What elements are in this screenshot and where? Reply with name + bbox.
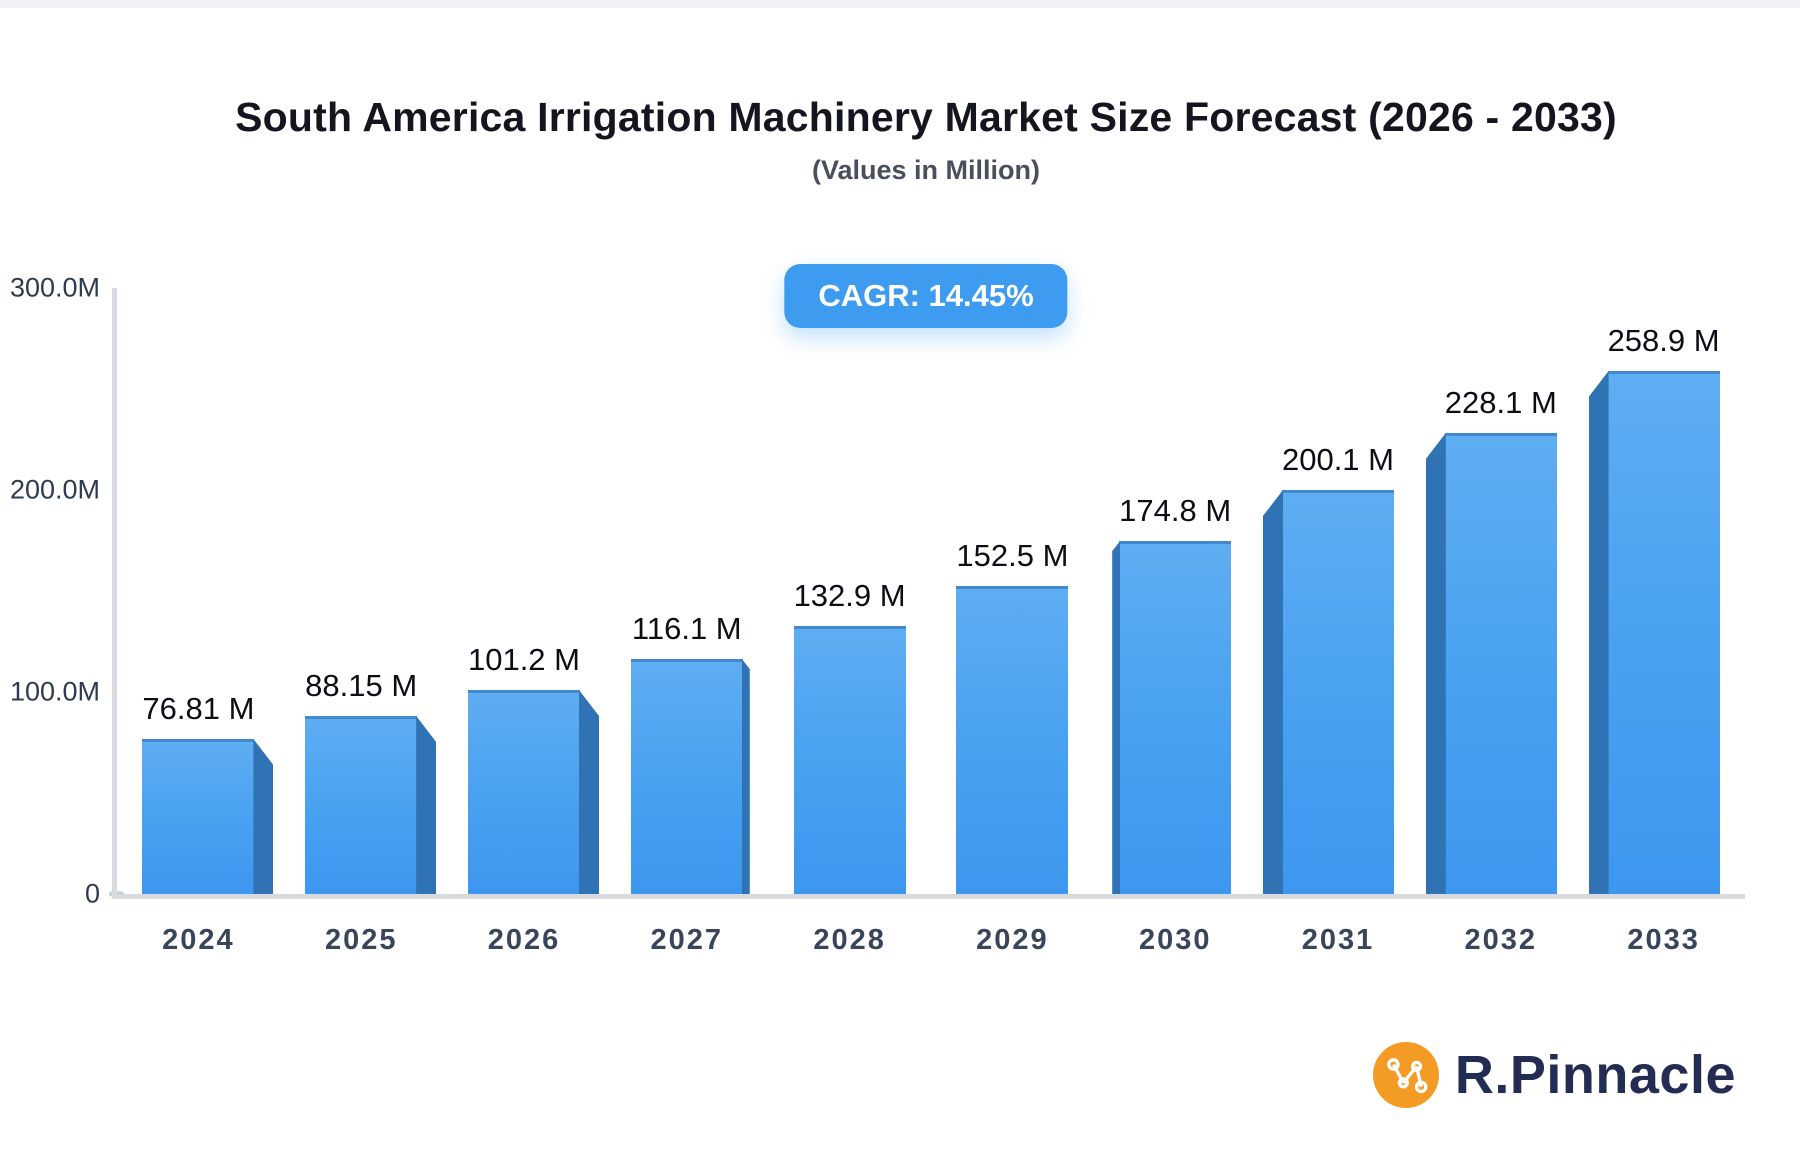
bar-group-2032: 228.1 M: [1419, 288, 1582, 894]
x-axis-label-2031: 2031: [1301, 924, 1375, 956]
brand-logo: R.Pinnacle: [1372, 1042, 1736, 1108]
x-axis-label-2024: 2024: [162, 924, 235, 956]
network-nodes-icon: [1372, 1042, 1439, 1108]
bar-2026: [467, 690, 580, 894]
bar-2029: [956, 586, 1069, 894]
bar-value-label-2032: 228.1 M: [1444, 385, 1557, 420]
y-tick-100.0M: 100.0M: [9, 676, 100, 707]
chart-header: South America Irrigation Machinery Marke…: [112, 94, 1740, 186]
bar-side-face-2030: [1112, 541, 1121, 894]
bar-group-2029: 152.5 M: [931, 288, 1094, 894]
bar-group-2030: 174.8 M: [1094, 288, 1257, 894]
chart-subtitle: (Values in Million): [811, 155, 1041, 185]
x-axis-label-2033: 2033: [1627, 924, 1700, 956]
bar-value-label-2027: 116.1 M: [631, 611, 742, 646]
x-axis-label-2028: 2028: [813, 924, 886, 956]
y-axis: 300.0M 200.0M 100.0M 0: [0, 273, 124, 909]
bar-2031: [1281, 490, 1394, 894]
x-axis-label-2030: 2030: [1138, 924, 1212, 956]
x-axis-label-2026: 2026: [487, 924, 561, 956]
bar-side-face-2024: [253, 739, 274, 894]
bar-value-label-2028: 132.9 M: [793, 578, 906, 613]
x-axis-label-2029: 2029: [976, 924, 1049, 956]
plot-area: 2024 76.81 M 2025 88.15 M 2026 101.2 M 2027 116…: [112, 288, 1745, 956]
bar-2025: [305, 716, 418, 894]
bar-2032: [1444, 433, 1557, 894]
cagr-badge: CAGR: 14.45%: [784, 264, 1068, 328]
x-axis-label-2032: 2032: [1464, 924, 1538, 956]
bar-2024: [142, 739, 255, 894]
bar-side-face-2026: [578, 690, 599, 894]
bar-group-2024: 76.81 M: [117, 288, 280, 894]
bar-value-label-2031: 200.1 M: [1281, 442, 1394, 477]
bar-value-label-2030: 174.8 M: [1119, 493, 1232, 528]
bar-side-face-2031: [1262, 490, 1283, 894]
bar-group-2028: 132.9 M: [768, 288, 931, 894]
chart-title: South America Irrigation Machinery Marke…: [235, 94, 1617, 140]
bar-value-label-2029: 152.5 M: [956, 538, 1069, 573]
bar-group-2031: 200.1 M: [1257, 288, 1420, 894]
bar-value-label-2024: 76.81 M: [142, 691, 255, 726]
bar-side-face-2025: [416, 716, 437, 894]
bar-2030: [1119, 541, 1232, 894]
bar-2027: [630, 659, 743, 894]
bar-side-face-2032: [1425, 433, 1446, 894]
bar-side-face-2027: [741, 659, 750, 894]
y-tick-300.0M: 300.0M: [9, 272, 100, 303]
bar-value-label-2026: 101.2 M: [467, 642, 580, 677]
brand-logo-text: R.Pinnacle: [1454, 1045, 1736, 1105]
x-axis-label-2027: 2027: [650, 924, 724, 956]
y-tick-200.0M: 200.0M: [9, 474, 100, 505]
bar-group-2033: 258.9 M: [1582, 288, 1745, 894]
y-tick-0: 0: [84, 878, 100, 909]
bar-value-label-2033: 258.9 M: [1607, 323, 1720, 358]
bar-2028: [793, 626, 906, 894]
bar-group-2025: 88.15 M: [280, 288, 443, 894]
bar-group-2026: 101.2 M: [443, 288, 606, 894]
bar-value-label-2025: 88.15 M: [305, 668, 418, 703]
bar-group-2027: 116.1 M: [605, 288, 768, 894]
bar-side-face-2033: [1588, 371, 1609, 894]
x-axis-label-2025: 2025: [324, 924, 398, 956]
bar-2033: [1607, 371, 1720, 894]
